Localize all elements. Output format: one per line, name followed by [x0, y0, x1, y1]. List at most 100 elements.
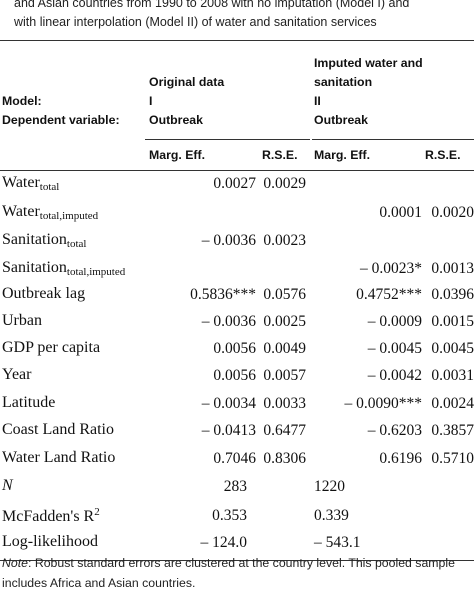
row-label-base: GDP per capita — [2, 339, 101, 356]
row-label: Urban — [2, 312, 42, 330]
header-marg-eff-2: Marg. Eff. — [314, 148, 371, 162]
col-group-2-title-2: sanitation — [314, 75, 373, 89]
cell-marg-eff-1: – 0.0036 — [201, 313, 256, 330]
model-label: Model: — [2, 94, 42, 108]
column-group-original: Original data I Outbreak — [149, 73, 224, 130]
cell-marg-eff-1: 0.5836*** — [190, 286, 256, 303]
row-label-base: Year — [2, 366, 32, 383]
row-label: Outbreak lag — [2, 285, 85, 303]
cell-rse-1: 0.8306 — [263, 450, 306, 467]
table-caption: and Asian countries from 1990 to 2008 wi… — [14, 0, 474, 32]
cell-rse-2: 0.0024 — [431, 395, 474, 412]
row-label: Watertotal,imputed — [2, 203, 98, 222]
row-label: Sanitationtotal — [2, 231, 86, 250]
cell-rse-2: 0.5710 — [431, 450, 474, 467]
cell-marg-eff-2: – 0.0009 — [367, 313, 422, 330]
stat-value-2: 1220 — [314, 478, 345, 495]
row-label-base: Water — [2, 174, 40, 191]
caption-line-2: with linear interpolation (Model II) of … — [14, 15, 377, 29]
group-1-underline — [145, 139, 310, 140]
cell-rse-1: 0.0057 — [263, 367, 306, 384]
cell-marg-eff-2: 0.6196 — [379, 450, 422, 467]
cell-rse-2: 0.0396 — [431, 286, 474, 303]
cell-rse-2: 0.3857 — [431, 422, 474, 439]
column-group-imputed: Imputed water and sanitation II Outbreak — [314, 54, 423, 130]
row-label-subscript: total — [39, 181, 60, 193]
cell-rse-2: 0.0031 — [431, 367, 474, 384]
col-group-2-title-1: Imputed water and — [314, 56, 423, 70]
cell-marg-eff-2: – 0.0023* — [360, 260, 422, 277]
cell-rse-1: 0.0023 — [263, 232, 306, 249]
row-label-subscript: total,imputed — [39, 210, 99, 222]
cell-marg-eff-1: 0.7046 — [213, 450, 256, 467]
row-label: GDP per capita — [2, 339, 100, 357]
stat-label-superscript: 2 — [94, 506, 100, 518]
cell-rse-2: 0.0013 — [431, 260, 474, 277]
header-rse-1: R.S.E. — [262, 148, 298, 162]
header-marg-eff-1: Marg. Eff. — [149, 148, 206, 162]
row-label-base: Urban — [2, 312, 42, 329]
col-group-1-model: I — [149, 94, 153, 108]
stat-value-1: – 124.0 — [200, 534, 248, 551]
stat-label-base: Log-likelihood — [2, 533, 98, 550]
cell-marg-eff-2: 0.4752*** — [356, 286, 422, 303]
stat-value-2: 0.339 — [314, 507, 349, 524]
row-label-base: Latitude — [2, 394, 56, 411]
row-label: Water Land Ratio — [2, 449, 115, 467]
stat-value-1: 283 — [223, 478, 247, 495]
row-label-base: Sanitation — [2, 231, 67, 248]
row-label: Latitude — [2, 394, 55, 412]
table-note: Note: Robust standard errors are cluster… — [2, 553, 472, 593]
stat-label: Log-likelihood — [2, 533, 98, 551]
stat-value-2: – 543.1 — [314, 534, 361, 551]
row-label: Year — [2, 366, 31, 384]
stat-label: McFadden's R2 — [2, 506, 100, 526]
cell-rse-1: 0.0033 — [263, 395, 306, 412]
row-label-base: Water Land Ratio — [2, 449, 116, 466]
stat-value-1: 0.353 — [212, 507, 247, 524]
cell-rse-1: 0.0029 — [263, 175, 306, 192]
cell-marg-eff-2: – 0.0042 — [367, 367, 422, 384]
cell-marg-eff-1: – 0.0034 — [201, 395, 256, 412]
cell-rse-1: 0.0025 — [263, 313, 306, 330]
row-label-base: Coast Land Ratio — [2, 421, 114, 438]
top-rule — [0, 40, 474, 41]
cell-marg-eff-2: 0.0001 — [379, 204, 422, 221]
row-label-base: Sanitation — [2, 259, 67, 276]
note-prefix: Note — [2, 556, 28, 570]
stat-label-base: McFadden's R — [2, 508, 95, 525]
cell-rse-1: 0.0049 — [263, 340, 306, 357]
header-bottom-rule — [0, 170, 474, 171]
col-group-1-title: Original data — [149, 75, 225, 89]
group-2-underline — [312, 139, 474, 140]
row-label-base: Water — [2, 203, 40, 220]
cell-marg-eff-1: 0.0027 — [213, 175, 256, 192]
cell-rse-2: 0.0045 — [431, 340, 474, 357]
row-label-subscript: total,imputed — [66, 266, 126, 278]
row-label: Watertotal — [2, 174, 59, 193]
cell-marg-eff-2: – 0.0045 — [367, 340, 422, 357]
stat-label-base: N — [2, 477, 13, 494]
cell-marg-eff-2: – 0.6203 — [367, 422, 422, 439]
row-label: Sanitationtotal,imputed — [2, 259, 125, 278]
cell-rse-2: 0.0020 — [431, 204, 474, 221]
row-header-labels: Model: Dependent variable: — [2, 92, 120, 130]
col-group-2-model: II — [314, 94, 321, 108]
cell-marg-eff-1: – 0.0413 — [201, 422, 256, 439]
row-label-base: Outbreak lag — [2, 285, 86, 302]
cell-rse-1: 0.6477 — [263, 422, 306, 439]
cell-marg-eff-1: – 0.0036 — [201, 232, 256, 249]
col-group-1-dependent: Outbreak — [149, 113, 203, 127]
header-rse-2: R.S.E. — [425, 148, 461, 162]
caption-line-1: and Asian countries from 1990 to 2008 wi… — [14, 0, 410, 10]
bottom-rule — [0, 560, 474, 561]
cell-rse-2: 0.0015 — [431, 313, 474, 330]
row-label: Coast Land Ratio — [2, 421, 114, 439]
col-group-2-dependent: Outbreak — [314, 113, 368, 127]
stat-label: N — [2, 477, 13, 495]
cell-marg-eff-1: 0.0056 — [213, 367, 256, 384]
cell-rse-1: 0.0576 — [263, 286, 306, 303]
dependent-variable-label: Dependent variable: — [2, 113, 120, 127]
cell-marg-eff-1: 0.0056 — [213, 340, 256, 357]
row-label-subscript: total — [66, 238, 87, 250]
